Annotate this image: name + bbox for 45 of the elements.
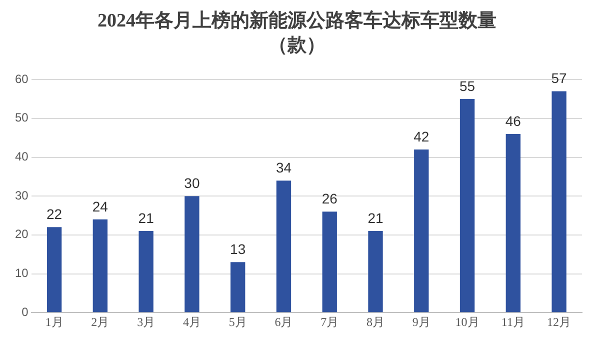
x-tick-label: 1月 [45, 314, 64, 329]
bar [230, 262, 246, 312]
x-tick-label: 9月 [412, 314, 430, 329]
bar [506, 134, 521, 312]
data-label: 26 [322, 190, 338, 206]
bar [414, 150, 429, 312]
data-label: 22 [46, 206, 62, 222]
x-tick-label: 10月 [455, 314, 480, 329]
y-tick-label: 20 [14, 227, 29, 242]
data-label: 42 [414, 128, 430, 144]
y-tick-label: 60 [14, 72, 29, 86]
bar [184, 196, 200, 312]
bar [460, 99, 475, 312]
data-label: 34 [276, 159, 292, 176]
data-label: 30 [184, 174, 200, 191]
bar [92, 219, 108, 312]
x-tick-label: 8月 [366, 314, 385, 329]
x-tick-label: 11月 [501, 314, 525, 329]
data-label: 46 [505, 112, 522, 129]
y-tick-label: 0 [22, 304, 29, 319]
x-tick-label: 4月 [182, 314, 201, 329]
x-tick-label: 5月 [228, 314, 247, 329]
x-tick-label: 2月 [91, 314, 110, 329]
data-label: 57 [551, 70, 568, 86]
bar [368, 231, 383, 312]
x-tick-label: 6月 [274, 314, 293, 329]
data-label: 55 [459, 78, 476, 94]
x-tick-label: 12月 [547, 314, 572, 329]
chart-subtitle: （款） [268, 35, 326, 56]
chart-title: 2024年各月上榜的新能源公路客车达标车型数量 [98, 9, 496, 32]
data-label: 13 [230, 240, 246, 257]
y-tick-label: 40 [14, 150, 29, 164]
x-tick-label: 7月 [320, 314, 339, 329]
bar [552, 91, 566, 312]
y-tick-label: 30 [14, 188, 29, 202]
y-tick-label: 50 [14, 110, 29, 125]
data-label: 24 [92, 198, 108, 214]
bar [322, 212, 337, 312]
bar [276, 180, 292, 312]
data-label: 21 [368, 210, 384, 226]
x-tick-label: 3月 [137, 314, 156, 329]
data-label: 21 [138, 210, 154, 226]
bar [138, 231, 154, 312]
bar [46, 227, 62, 312]
y-tick-label: 10 [14, 266, 29, 280]
